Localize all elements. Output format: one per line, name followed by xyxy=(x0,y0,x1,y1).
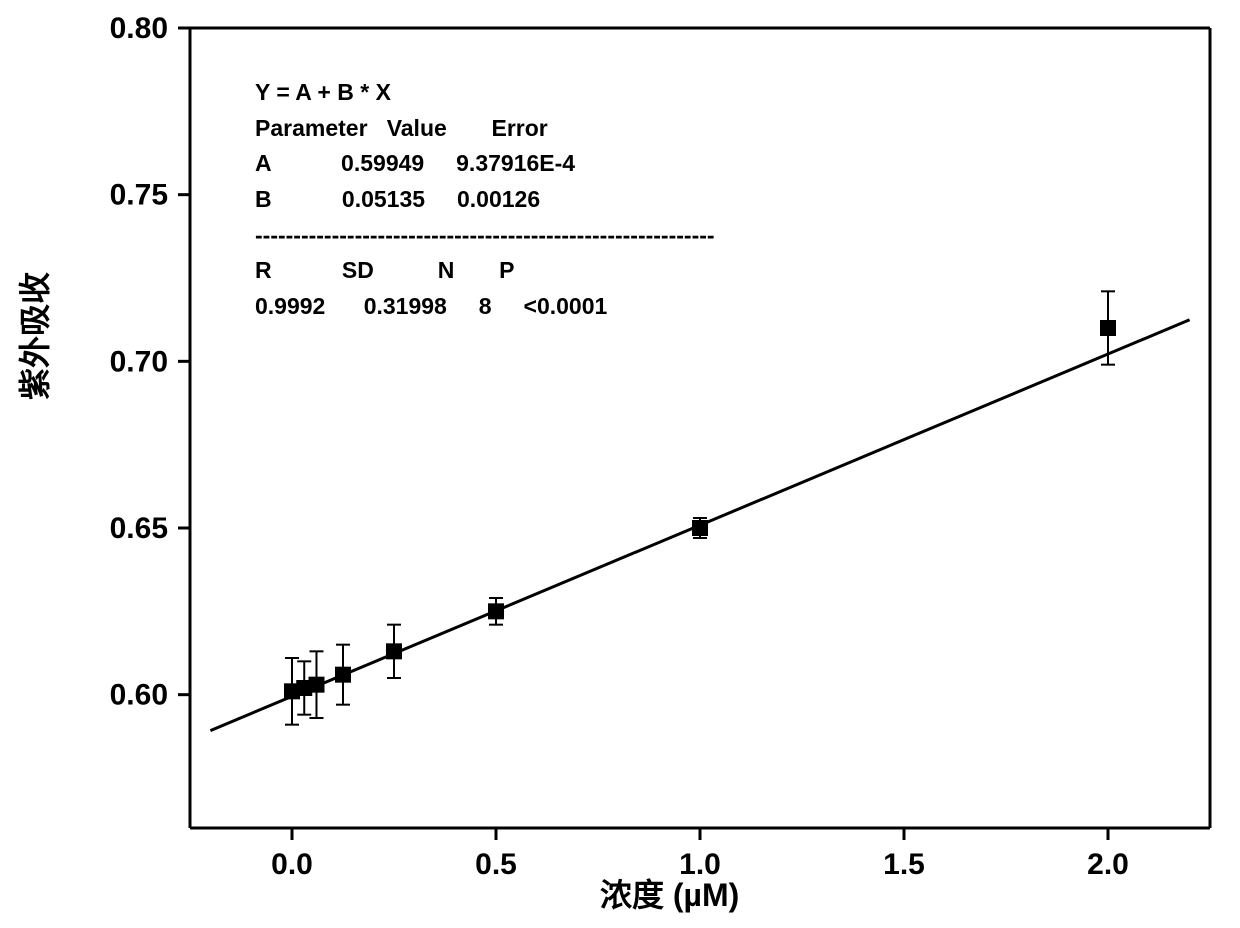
y-tick-label: 0.70 xyxy=(110,345,168,378)
x-tick-label: 2.0 xyxy=(1087,848,1129,881)
data-point xyxy=(488,603,504,619)
x-axis-label: 浓度 (µM) xyxy=(600,870,739,916)
x-tick-label: 0.0 xyxy=(271,848,313,881)
x-tick-label: 0.5 xyxy=(475,848,517,881)
y-axis-label: 紫外吸收 xyxy=(10,272,56,400)
y-tick-label: 0.75 xyxy=(110,179,168,212)
fit-annotation: Y = A + B * X Parameter Value Error A 0.… xyxy=(255,75,715,324)
chart-container: 0.00.51.01.52.00.600.650.700.750.80 紫外吸收… xyxy=(0,0,1240,928)
data-point xyxy=(308,677,324,693)
data-point xyxy=(335,667,351,683)
data-point xyxy=(386,643,402,659)
x-tick-label: 1.5 xyxy=(883,848,925,881)
y-tick-label: 0.65 xyxy=(110,512,168,545)
y-tick-label: 0.60 xyxy=(110,679,168,712)
y-tick-label: 0.80 xyxy=(110,12,168,45)
data-point xyxy=(1100,320,1116,336)
data-point xyxy=(692,520,708,536)
